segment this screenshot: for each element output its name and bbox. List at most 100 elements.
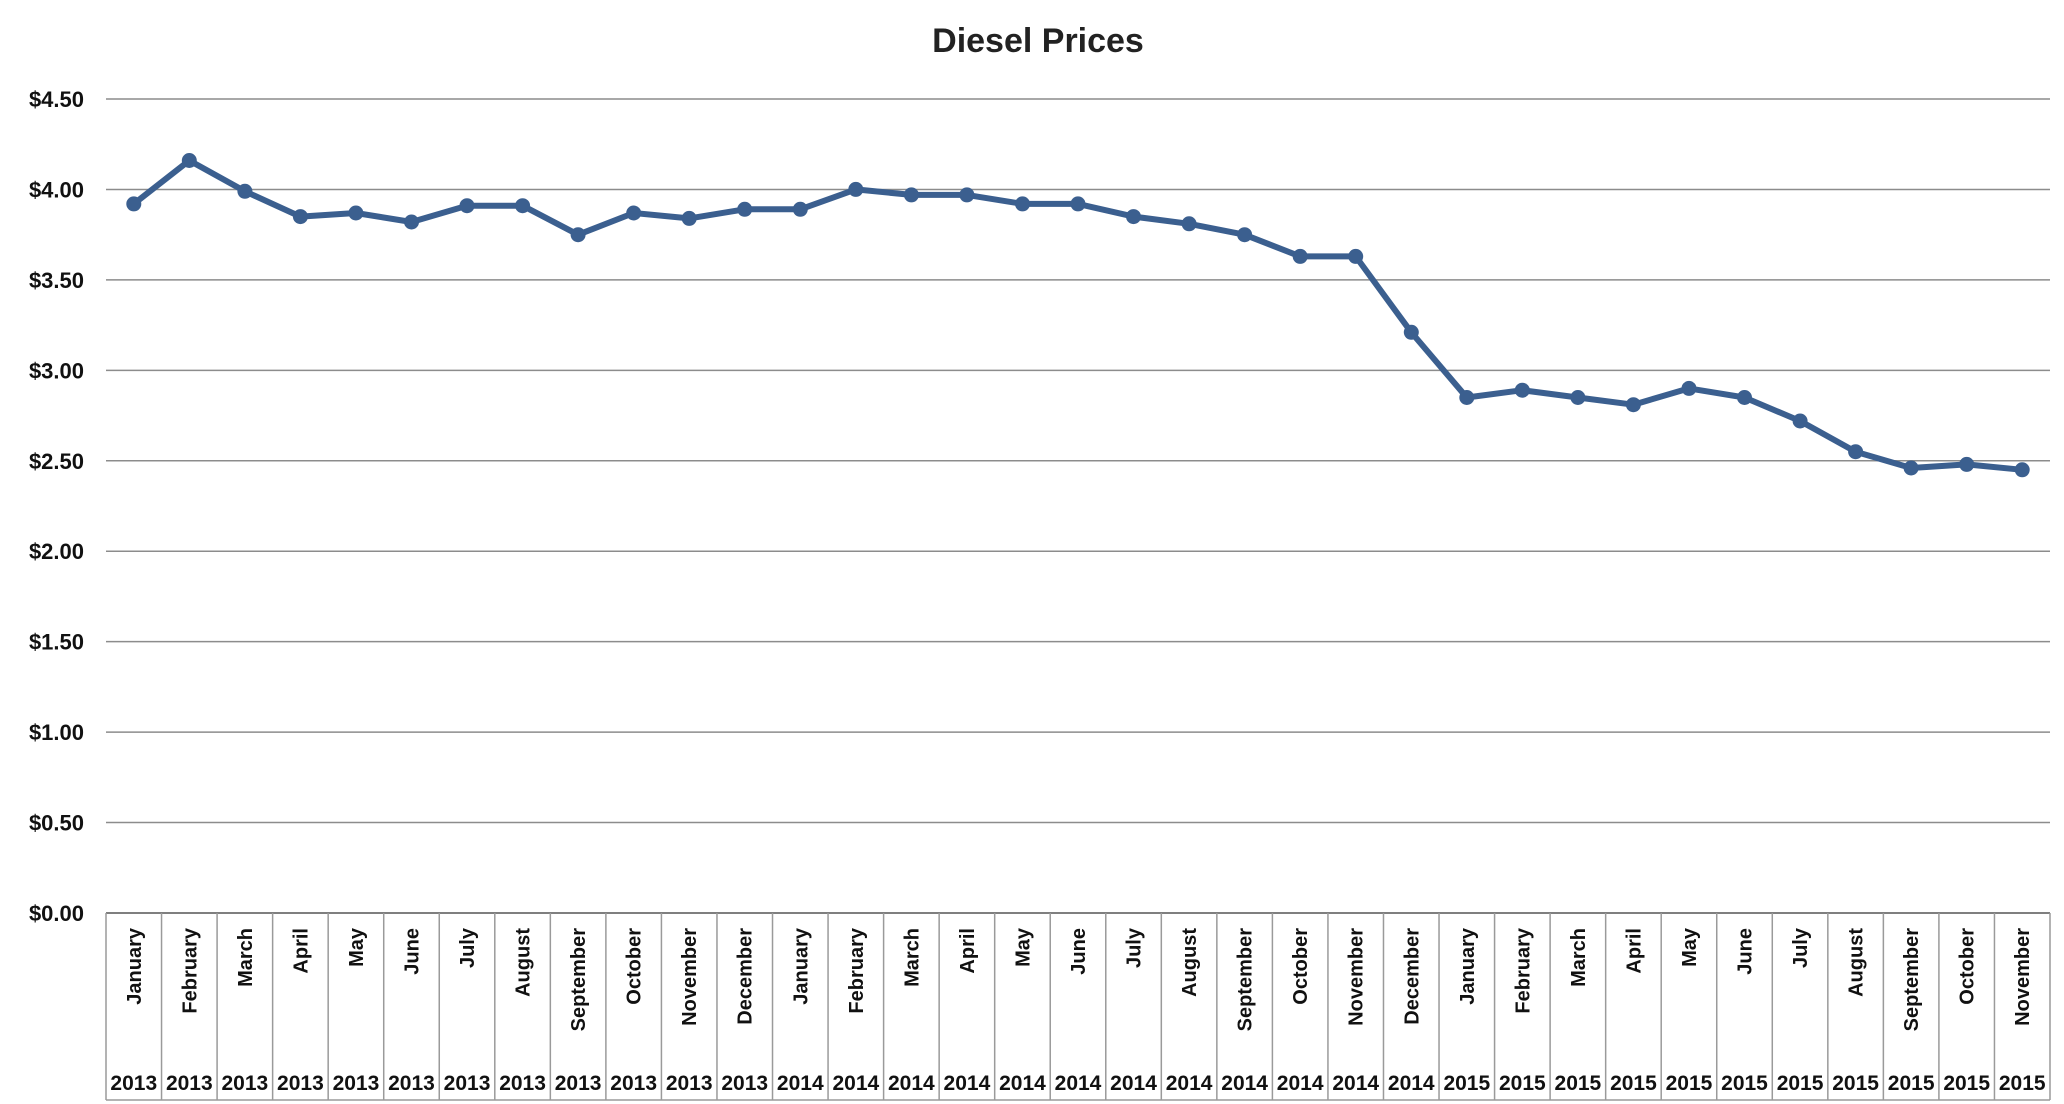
x-year-label: 2015 <box>1888 1072 1935 1095</box>
data-point <box>1348 248 1364 264</box>
x-year-label: 2014 <box>1166 1072 1213 1095</box>
x-year-label: 2013 <box>499 1072 546 1095</box>
x-month-label: July <box>1124 927 1146 968</box>
x-month-label: June <box>401 928 423 975</box>
data-point <box>1848 444 1864 460</box>
data-point <box>1070 196 1086 212</box>
x-month-label: September <box>1901 928 1923 1032</box>
data-point <box>1959 456 1975 472</box>
x-year-label: 2013 <box>610 1072 657 1095</box>
x-month-label: September <box>568 928 590 1032</box>
x-year-label: 2013 <box>388 1072 435 1095</box>
x-year-label: 2013 <box>555 1072 602 1095</box>
data-point <box>1570 390 1586 405</box>
x-month-label: April <box>290 928 312 974</box>
x-month-label: August <box>1846 928 1868 997</box>
data-point <box>1181 216 1197 232</box>
x-year-label: 2013 <box>277 1072 324 1095</box>
x-year-label: 2015 <box>1443 1072 1490 1095</box>
data-point <box>1403 324 1419 340</box>
x-month-label: November <box>2012 928 2034 1026</box>
x-year-label: 2014 <box>1110 1072 1157 1095</box>
x-month-label: October <box>1290 928 1312 1005</box>
x-month-label: August <box>513 928 535 997</box>
data-point <box>792 201 808 217</box>
data-point <box>626 205 642 221</box>
x-year-label: 2015 <box>1610 1072 1657 1095</box>
data-point <box>1681 380 1697 396</box>
x-month-label: January <box>790 927 812 1005</box>
y-tick-label: $1.00 <box>29 720 84 745</box>
x-month-label: July <box>1790 927 1812 968</box>
x-month-label: January <box>1457 927 1479 1005</box>
x-month-label: October <box>624 928 646 1005</box>
x-year-label: 2014 <box>999 1072 1046 1095</box>
x-month-label: April <box>957 928 979 974</box>
x-year-label: 2013 <box>666 1072 713 1095</box>
x-year-label: 2015 <box>1999 1072 2046 1095</box>
x-year-label: 2014 <box>1221 1072 1268 1095</box>
y-tick-label: $4.00 <box>29 177 84 202</box>
x-year-label: 2015 <box>1666 1072 1713 1095</box>
data-point <box>1792 413 1808 429</box>
y-tick-label: $4.50 <box>29 87 84 112</box>
x-month-label: April <box>1623 928 1645 974</box>
x-year-label: 2013 <box>166 1072 213 1095</box>
x-year-label: 2014 <box>944 1072 991 1095</box>
data-point <box>181 153 197 168</box>
x-month-label: May <box>346 927 368 967</box>
y-tick-label: $1.50 <box>29 630 84 655</box>
data-point <box>1459 390 1475 405</box>
data-point <box>848 181 864 197</box>
x-year-label: 2015 <box>1499 1072 1546 1095</box>
x-year-label: 2015 <box>1555 1072 1602 1095</box>
data-point <box>292 209 308 225</box>
x-month-label: July <box>457 927 479 968</box>
x-month-label: June <box>1068 928 1090 975</box>
x-year-label: 2013 <box>221 1072 268 1095</box>
y-tick-label: $0.50 <box>29 811 84 836</box>
x-month-label: October <box>1957 928 1979 1005</box>
x-month-label: May <box>1012 927 1034 967</box>
x-month-label: December <box>1401 928 1423 1025</box>
x-month-label: May <box>1679 927 1701 967</box>
x-year-label: 2013 <box>333 1072 380 1095</box>
data-point <box>515 198 531 214</box>
data-point <box>1015 196 1030 212</box>
x-year-label: 2014 <box>1332 1072 1379 1095</box>
x-month-label: February <box>179 927 201 1013</box>
x-year-label: 2014 <box>1055 1072 1102 1095</box>
x-year-label: 2014 <box>888 1072 935 1095</box>
x-year-label: 2015 <box>1832 1072 1879 1095</box>
x-month-label: November <box>679 928 701 1026</box>
x-month-label: March <box>235 928 257 987</box>
x-year-label: 2014 <box>777 1072 824 1095</box>
data-point <box>1625 397 1641 413</box>
x-month-label: February <box>1512 927 1534 1013</box>
x-year-label: 2013 <box>721 1072 768 1095</box>
data-point <box>903 187 919 203</box>
x-month-label: March <box>901 928 923 987</box>
data-point <box>126 196 142 212</box>
x-month-label: November <box>1346 928 1368 1026</box>
x-year-label: 2013 <box>444 1072 491 1095</box>
data-point <box>681 210 697 226</box>
y-tick-label: $3.50 <box>29 268 84 293</box>
y-axis: $0.00 $0.50 $1.00 $1.50 $2.00 $2.50 $3.00 $3.50… <box>29 87 84 926</box>
data-point <box>1292 248 1308 264</box>
x-year-label: 2013 <box>110 1072 157 1095</box>
data-point <box>1126 209 1141 225</box>
series-diesel <box>126 153 2030 478</box>
data-point <box>2014 462 2030 478</box>
data-point <box>1514 382 1530 398</box>
data-point <box>1237 227 1253 243</box>
x-year-label: 2014 <box>832 1072 879 1095</box>
x-axis: January 2013 February 2013 March 2013 April 201… <box>105 913 2051 1101</box>
y-tick-label: $2.50 <box>29 449 84 474</box>
y-tick-label: $3.00 <box>29 358 84 383</box>
data-point <box>459 198 475 214</box>
data-point <box>1903 460 1919 476</box>
x-month-label: February <box>846 927 868 1013</box>
